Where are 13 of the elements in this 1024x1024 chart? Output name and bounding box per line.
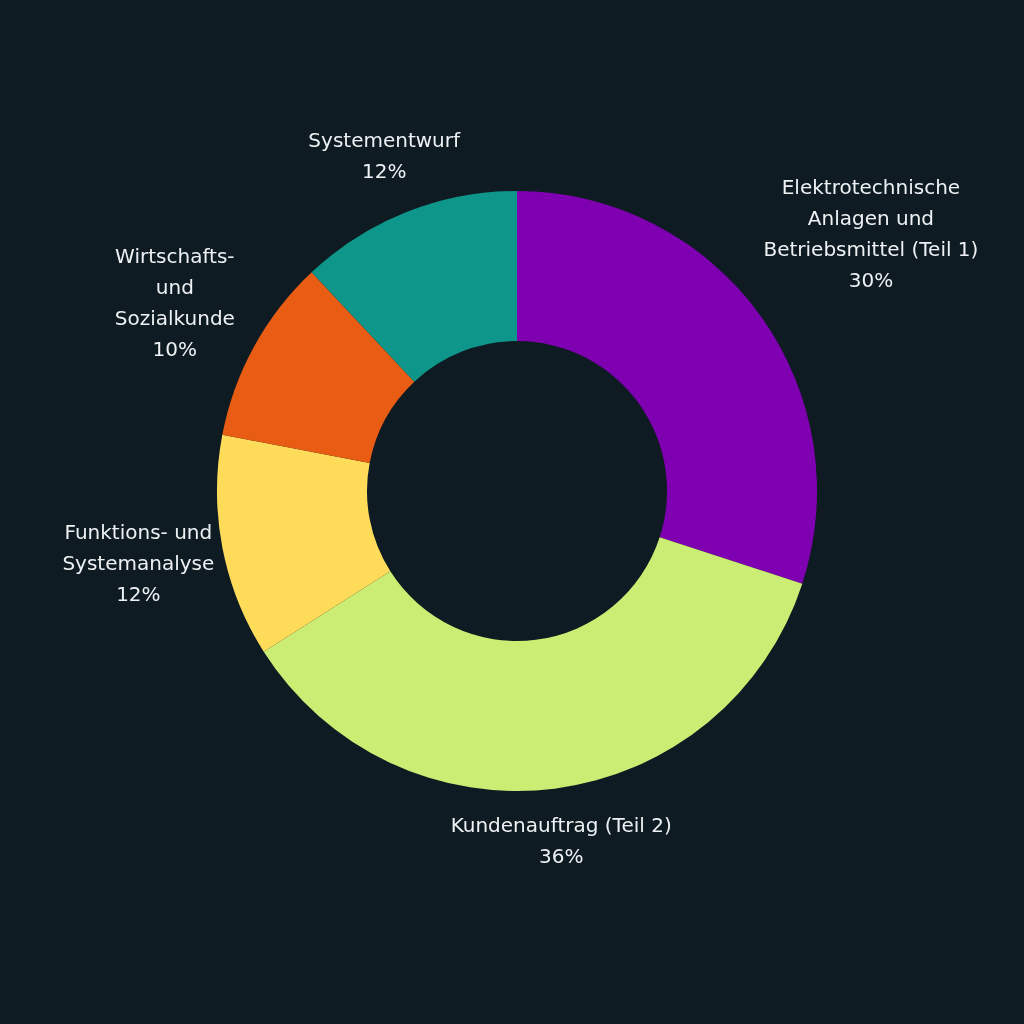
donut-slice [263,537,803,791]
data-label: 10% [152,337,198,362]
data-label: 12% [361,158,407,183]
slice-label: Systementwurf [308,127,462,152]
donut-slice [311,191,517,382]
slice-label: Kundenauftrag (Teil 2) [450,813,672,838]
slice-label: Wirtschafts- und Sozialkunde [114,244,235,331]
data-label: 30% [848,268,894,293]
data-label: 36% [538,844,584,869]
slice-label: Funktions- und Systemanalyse [62,520,215,576]
data-label: 12% [116,582,161,607]
donut-slice [217,434,391,652]
slice-label: Elektrotechnische Anlagen und Betriebsmittel (Teil 1) [763,175,979,262]
